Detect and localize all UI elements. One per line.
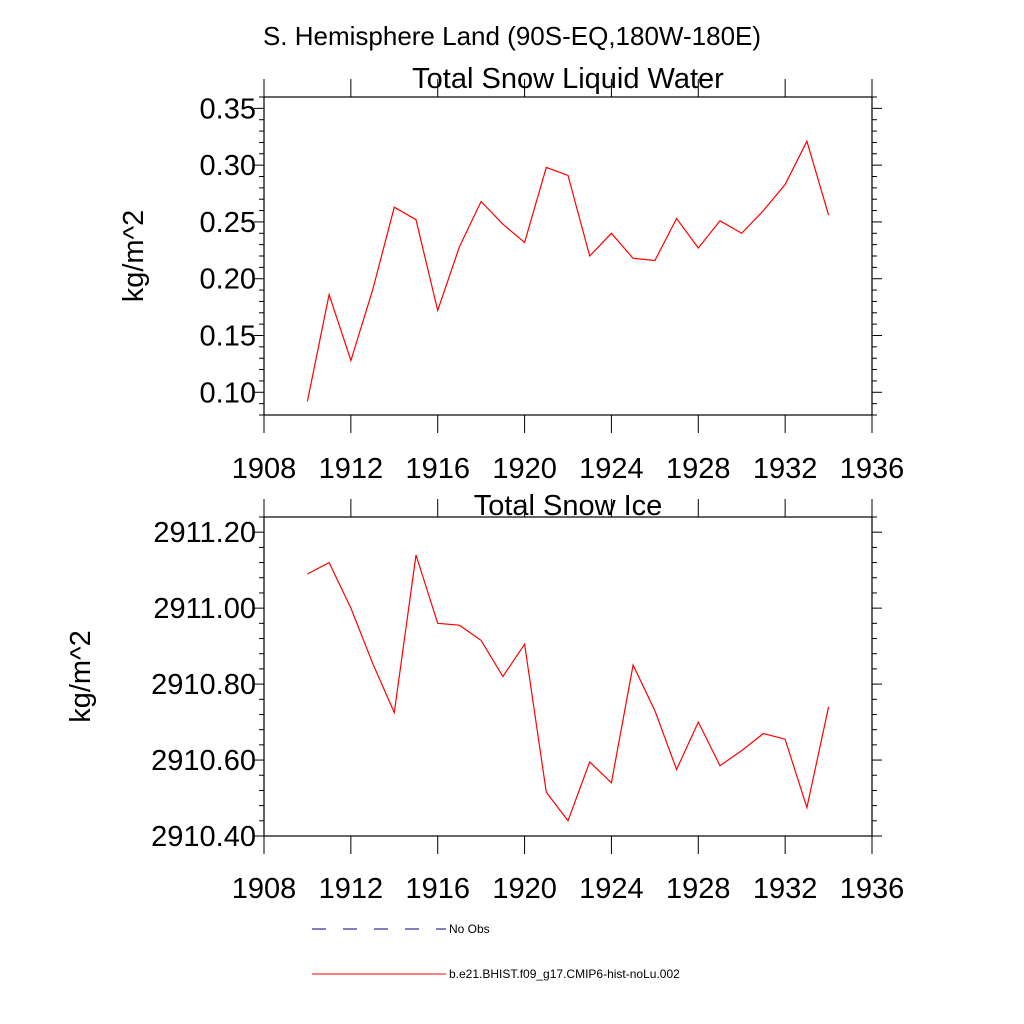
- plots: Total Snow Liquid Water kg/m^2 1908 1912 191…: [65, 63, 904, 905]
- legend: No Obs b.e21.BHIST.f09_g17.CMIP6-hist-noL…: [312, 922, 680, 981]
- figure-suptitle: S. Hemisphere Land (90S-EQ,180W-180E): [263, 21, 761, 51]
- x-tick-label: 1924: [579, 873, 644, 905]
- series-line-1: [306, 139, 830, 402]
- y-tick-label: 0.15: [200, 321, 256, 353]
- x-tick-label: 1932: [753, 873, 818, 905]
- y-tick-label: 0.30: [200, 150, 256, 182]
- y-tick-label: 2910.80: [151, 669, 256, 701]
- plot-frame: [263, 516, 873, 837]
- series-line-1: [307, 554, 830, 823]
- x-tick-label: 1924: [579, 453, 644, 485]
- x-tick-label: 1936: [840, 873, 905, 905]
- y-axis-label: kg/m^2: [65, 630, 97, 723]
- x-tick-label: 1908: [232, 453, 297, 485]
- y-tick-label: 2911.20: [153, 517, 256, 549]
- x-tick-label: 1912: [319, 873, 384, 905]
- legend-entry-1: No Obs: [312, 922, 490, 936]
- y-tick-label: 2910.60: [151, 745, 256, 777]
- x-tick-label: 1920: [492, 873, 557, 905]
- legend-entry-2: b.e21.BHIST.f09_g17.CMIP6-hist-noLu.002: [312, 967, 680, 981]
- y-tick-label: 0.20: [200, 264, 256, 296]
- chart-1: Total Snow Liquid Water kg/m^2 1908 1912 191…: [118, 63, 904, 485]
- y-tick-label: 2910.40: [151, 821, 256, 853]
- x-tick-label: 1936: [840, 453, 905, 485]
- x-tick-label: 1912: [319, 453, 384, 485]
- x-tick-label: 1928: [666, 873, 731, 905]
- legend-label: b.e21.BHIST.f09_g17.CMIP6-hist-noLu.002: [449, 967, 680, 981]
- y-axis-label: kg/m^2: [118, 210, 150, 303]
- x-tick-label: 1908: [232, 873, 297, 905]
- legend-label: No Obs: [449, 922, 490, 936]
- y-tick-label: 0.10: [200, 377, 256, 409]
- x-tick-label: 1916: [405, 873, 470, 905]
- x-tick-label: 1920: [492, 453, 557, 485]
- y-tick-label: 0.25: [200, 207, 256, 239]
- y-tick-label: 0.35: [200, 93, 256, 125]
- plot-frame: [263, 96, 873, 416]
- x-tick-label: 1932: [753, 453, 818, 485]
- y-tick-label: 2911.00: [153, 593, 256, 625]
- x-tick-label: 1928: [666, 453, 731, 485]
- x-tick-label: 1916: [405, 453, 470, 485]
- chart-title: Total Snow Liquid Water: [412, 63, 724, 95]
